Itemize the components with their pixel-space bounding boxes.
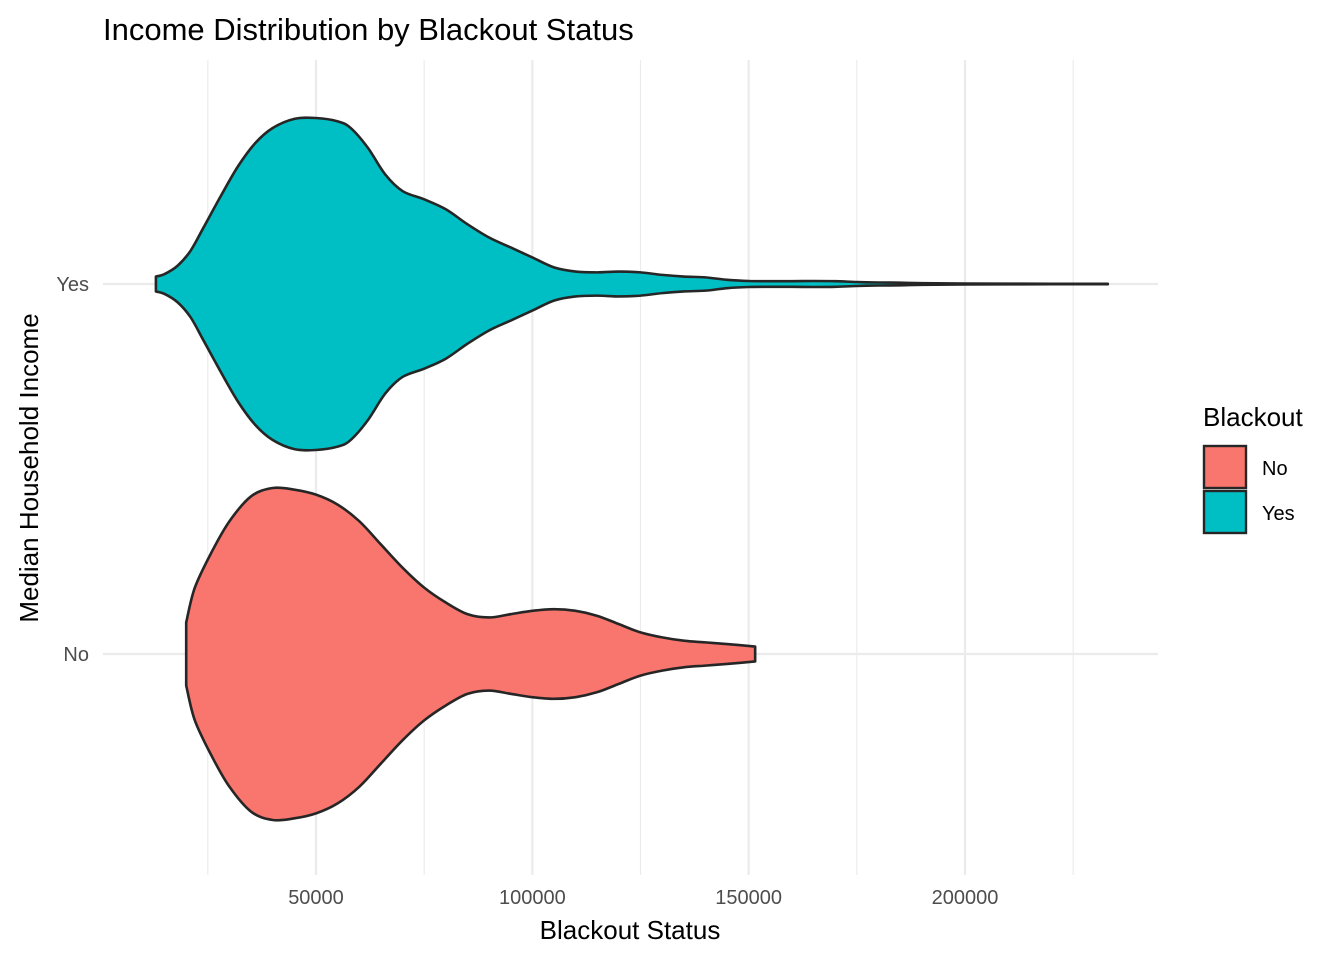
legend-items: No Yes xyxy=(1202,444,1295,535)
violin-yes xyxy=(154,116,1110,452)
x-tick-label: 100000 xyxy=(499,887,566,909)
violins xyxy=(154,116,1110,822)
violin-no xyxy=(184,486,757,822)
y-tick-label: No xyxy=(63,644,89,666)
x-axis-ticks: 50000 100000 150000 200000 xyxy=(288,887,998,909)
y-tick-label: Yes xyxy=(56,274,89,296)
y-axis-ticks: No Yes xyxy=(56,274,89,666)
x-tick-label: 200000 xyxy=(932,887,999,909)
legend-title: Blackout xyxy=(1203,402,1303,432)
legend-key-no xyxy=(1202,444,1248,490)
legend: Blackout No Yes xyxy=(1202,402,1303,535)
x-tick-label: 150000 xyxy=(715,887,782,909)
legend-key-yes xyxy=(1202,489,1248,535)
x-tick-label: 50000 xyxy=(288,887,344,909)
legend-label: Yes xyxy=(1262,503,1295,525)
y-axis-title: Median Household Income xyxy=(14,313,44,622)
x-axis-title: Blackout Status xyxy=(540,915,721,945)
chart-title: Income Distribution by Blackout Status xyxy=(103,12,634,47)
legend-label: No xyxy=(1262,458,1288,480)
